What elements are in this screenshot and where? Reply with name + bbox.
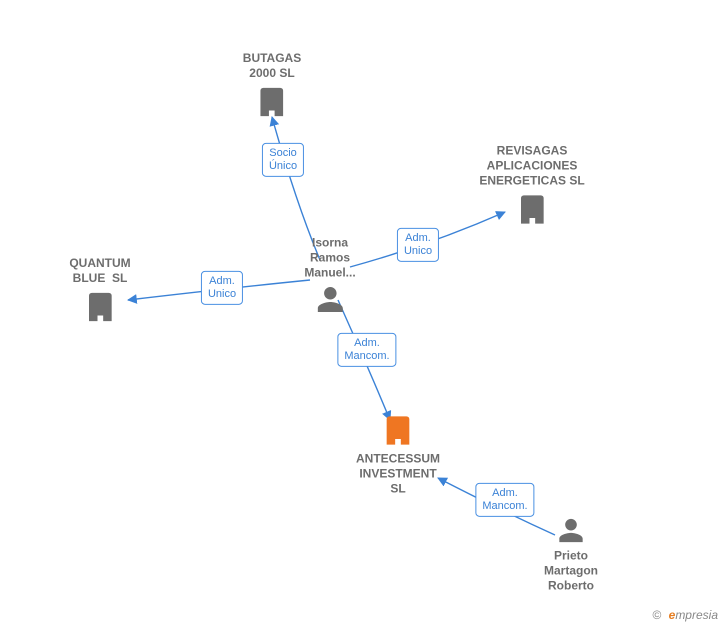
company-node-revisagas[interactable]: REVISAGAS APLICACIONES ENERGETICAS SL [479,144,584,227]
watermark: © empresia [652,608,718,622]
edge-label-adm-mancom: Adm. Mancom. [475,483,534,517]
node-label: ANTECESSUM INVESTMENT SL [356,452,440,497]
node-label: QUANTUM BLUE SL [69,256,130,286]
copyright-symbol: © [652,608,661,622]
edge-label-adm-unico: Adm. Unico [201,271,243,305]
company-node-quantum[interactable]: QUANTUM BLUE SL [69,256,130,324]
company-node-butagas[interactable]: BUTAGAS 2000 SL [243,51,301,119]
edge-label-socio-unico: Socio Único [262,143,304,177]
company-node-antecessum[interactable]: ANTECESSUM INVESTMENT SL [356,414,440,497]
person-node-isorna[interactable]: Isorna Ramos Manuel... [304,236,355,315]
node-label: REVISAGAS APLICACIONES ENERGETICAS SL [479,144,584,189]
node-label: BUTAGAS 2000 SL [243,51,301,81]
building-icon [515,193,549,227]
building-icon [381,414,415,448]
brand-rest: mpresia [675,608,718,622]
node-label: Prieto Martagon Roberto [544,549,598,594]
person-node-prieto[interactable]: Prieto Martagon Roberto [544,517,598,594]
node-label: Isorna Ramos Manuel... [304,236,355,281]
person-icon [557,517,585,545]
building-icon [255,85,289,119]
edge-label-adm-unico: Adm. Unico [397,228,439,262]
edge-label-adm-mancom: Adm. Mancom. [337,333,396,367]
person-icon [315,285,345,315]
diagram-stage: Isorna Ramos Manuel... BUTAGAS 2000 SL R… [0,0,728,630]
building-icon [83,290,117,324]
